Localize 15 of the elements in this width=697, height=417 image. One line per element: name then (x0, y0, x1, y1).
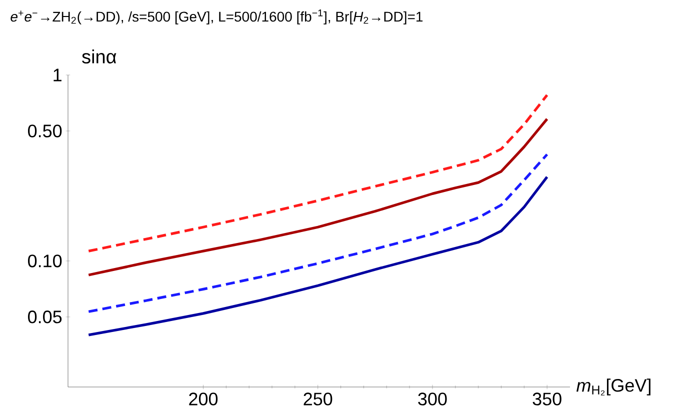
x-tick-label: 250 (304, 392, 332, 406)
y-tick-label: 0.10 (28, 254, 62, 268)
y-tick-label: 0.50 (28, 124, 62, 138)
x-tick-label: 300 (418, 392, 447, 406)
line-series (87, 94, 548, 252)
y-axis-title: sinα (82, 50, 116, 64)
line-series (87, 176, 548, 336)
x-axis-title: m$_{H₂}$[GeV] (576, 378, 650, 396)
x-tick-label: 350 (532, 392, 562, 406)
y-tick-label: 0.05 (28, 310, 62, 324)
chart-title: e$^{+}$e$^{−}$→ZH$_{2}$(→DD), /s=500 [GeV], L=500/1600 [fb$^{−1}$], Br[H$_{2}$→DD]=1 (10, 10, 423, 24)
y-tick-label: 1 (54, 68, 62, 82)
x-tick-label: 200 (189, 392, 218, 406)
line-series (87, 153, 548, 313)
line-series (87, 118, 548, 276)
